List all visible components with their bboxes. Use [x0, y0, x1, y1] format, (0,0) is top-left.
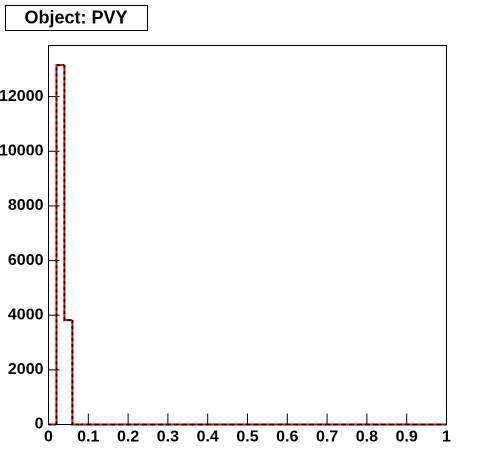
x-tick-label: 0.3 — [157, 429, 179, 446]
x-tick-label: 0.2 — [117, 429, 139, 446]
histogram-bin — [63, 65, 73, 322]
x-tick-label: 0.9 — [396, 429, 418, 446]
histogram-bin — [71, 320, 81, 426]
x-tick-label: 0.4 — [197, 429, 219, 446]
title-box — [5, 5, 148, 31]
histogram-bin — [63, 65, 73, 322]
y-tick-label: 2000 — [8, 361, 44, 378]
x-tick-label: 1 — [442, 429, 451, 446]
y-tick-label: 4000 — [8, 306, 44, 323]
y-tick-label: 12000 — [0, 88, 44, 105]
plot-frame — [48, 45, 447, 425]
y-tick-label: 6000 — [8, 252, 44, 269]
y-tick-label: 0 — [35, 416, 44, 433]
histogram-bin — [55, 64, 65, 425]
chart-title: Object: PVY — [24, 7, 127, 27]
x-tick-label: 0.6 — [276, 429, 298, 446]
x-tick-label: 0.1 — [77, 429, 99, 446]
x-tick-label: 0.8 — [356, 429, 378, 446]
histogram-bin — [71, 320, 81, 426]
y-tick-label: 10000 — [0, 142, 44, 159]
y-tick-label: 8000 — [8, 197, 44, 214]
x-tick-label: 0.7 — [316, 429, 338, 446]
histogram-bin — [55, 64, 65, 425]
x-tick-label: 0.5 — [236, 429, 258, 446]
x-tick-label: 0 — [44, 429, 53, 446]
